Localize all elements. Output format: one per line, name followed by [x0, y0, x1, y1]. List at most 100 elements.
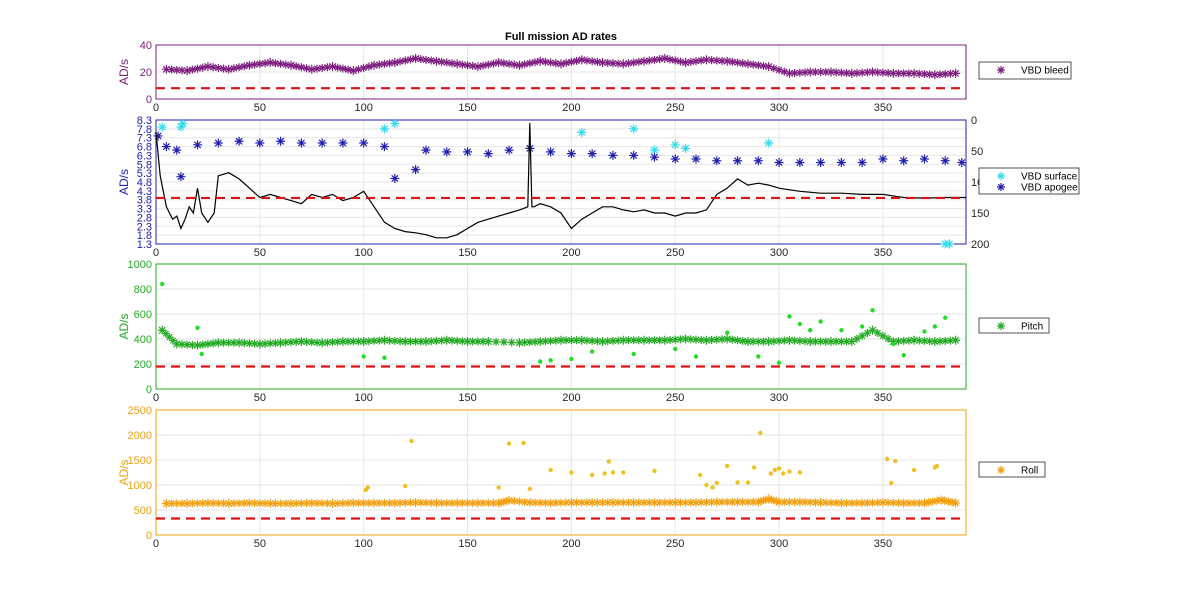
x-tick-label: 50 [254, 102, 266, 114]
data-point [940, 156, 950, 166]
data-point [287, 338, 295, 347]
data-point [904, 499, 913, 507]
data-point [214, 499, 223, 508]
data-point [889, 480, 894, 486]
x-tick-label: 250 [666, 538, 684, 550]
y-right-tick-label: 200 [971, 239, 989, 251]
data-point [271, 59, 280, 68]
data-point [505, 59, 514, 68]
x-tick-label: 50 [254, 538, 266, 550]
data-point [432, 336, 441, 345]
data-point [821, 68, 830, 76]
data-point [868, 325, 878, 335]
data-point [255, 59, 264, 68]
data-point [442, 147, 452, 157]
data-point [922, 329, 927, 334]
data-point [172, 65, 181, 74]
data-point [379, 142, 389, 152]
data-point [515, 497, 524, 506]
data-point [836, 158, 846, 168]
data-point [728, 498, 737, 506]
data-point [458, 337, 467, 346]
data-point [671, 56, 680, 65]
data-point [271, 499, 280, 508]
data-point [479, 61, 488, 70]
data-point [785, 498, 794, 506]
data-point [359, 499, 368, 507]
data-point [743, 498, 752, 506]
data-point [349, 337, 358, 346]
data-point [805, 337, 815, 346]
data-point [629, 150, 639, 160]
data-point [504, 145, 514, 155]
data-point [639, 335, 649, 345]
data-point [160, 281, 165, 287]
data-point [541, 57, 550, 66]
data-point [193, 499, 202, 508]
axes-frame [155, 409, 967, 536]
data-point [421, 145, 431, 155]
data-point [183, 340, 192, 349]
data-point [780, 67, 789, 76]
data-point [577, 335, 587, 345]
data-point [701, 335, 711, 345]
data-point [619, 498, 628, 507]
data-point [728, 57, 737, 66]
y-tick-label: 1.3 [137, 239, 152, 251]
data-point [724, 330, 730, 335]
data-point [422, 498, 430, 507]
data-point [587, 149, 597, 159]
data-point [743, 59, 753, 69]
data-point [514, 60, 524, 70]
data-point [652, 468, 657, 474]
data-point [427, 56, 436, 65]
data-point [858, 331, 867, 340]
data-point [296, 138, 306, 148]
data-point [944, 497, 953, 506]
data-point [572, 498, 581, 507]
data-point [951, 498, 961, 508]
data-point [919, 498, 929, 508]
data-point [692, 335, 700, 344]
data-point [686, 335, 695, 344]
data-point [681, 334, 691, 344]
data-point [821, 337, 830, 346]
data-point [852, 499, 861, 507]
data-point [784, 68, 794, 78]
y-right-tick-label: 50 [971, 146, 983, 158]
data-point [406, 337, 415, 346]
data-point [915, 336, 924, 345]
data-point [463, 147, 473, 157]
x-tick-label: 300 [770, 247, 788, 259]
data-point [494, 498, 504, 508]
data-point [686, 498, 695, 507]
data-point [780, 336, 789, 345]
data-point [710, 485, 715, 490]
data-point [375, 336, 384, 345]
data-point [161, 329, 170, 338]
data-point [842, 499, 851, 507]
data-point [165, 333, 174, 342]
data-point [588, 336, 597, 345]
data-point [759, 337, 768, 346]
data-point [702, 498, 711, 507]
data-point [676, 57, 685, 66]
y-tick-label: 1500 [128, 455, 152, 467]
data-point [928, 497, 937, 506]
data-point [213, 338, 223, 348]
panel-1: 0 50 100 150 200 250 300 350 0 20 40 AD/s Full missi… [117, 31, 1072, 114]
data-point [276, 59, 285, 68]
data-point [629, 498, 639, 507]
data-point [712, 56, 721, 65]
y-axis-label: AD/s [117, 459, 131, 485]
data-point [203, 498, 213, 508]
data-point [884, 498, 893, 507]
data-point [714, 480, 719, 486]
data-point [909, 68, 919, 78]
data-point [354, 65, 363, 74]
legend-marker [997, 66, 1005, 74]
data-point [323, 63, 332, 72]
data-point [531, 58, 540, 67]
data-point [944, 239, 954, 249]
